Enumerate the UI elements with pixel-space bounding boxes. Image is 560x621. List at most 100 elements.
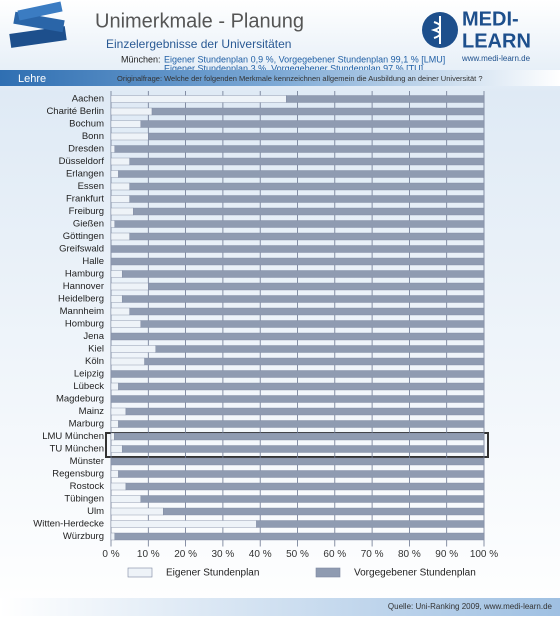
note-line: Eigener Stundenplan 3 %, Vorgegebener St…: [164, 63, 423, 73]
y-tick-label: Mainz: [79, 406, 105, 417]
legend-label: Eigener Stundenplan: [166, 568, 259, 579]
bar-segment: [110, 245, 485, 253]
bar-segment: [110, 95, 287, 103]
bar-segment: [110, 482, 127, 491]
bar-segment: [110, 232, 130, 241]
bar-segment: [256, 520, 485, 528]
bar-segment: [110, 145, 115, 153]
bar-segment: [140, 495, 485, 503]
bar-segment: [110, 395, 485, 403]
bar-segment: [110, 195, 130, 203]
x-tick-label: 80 %: [398, 549, 421, 560]
x-tick-label: 0 %: [102, 549, 119, 560]
note-line: Eigener Stundenplan 0,9 %, Vorgegebener …: [164, 54, 445, 64]
bar-segment: [110, 295, 123, 303]
y-tick-label: Halle: [82, 256, 104, 267]
bar-segment: [151, 107, 485, 116]
legend-swatch: [315, 567, 341, 578]
title: Unimerkmale - Planung: [95, 10, 304, 32]
bar-segment: [118, 170, 485, 178]
footer-band: [0, 598, 560, 616]
x-tick-label: 40 %: [249, 549, 272, 560]
bar-segment: [148, 132, 485, 141]
legend-label: Vorgegebener Stundenplan: [354, 568, 476, 579]
y-tick-label: Marburg: [69, 419, 104, 430]
y-tick-label: Erlangen: [66, 169, 104, 180]
bar-segment: [110, 207, 134, 216]
logo-text: MEDI-: [462, 8, 519, 30]
y-tick-label: Bonn: [82, 131, 104, 142]
y-tick-label: Greifswald: [59, 244, 104, 255]
x-tick-label: 100 %: [470, 549, 498, 560]
y-tick-label: Homburg: [65, 319, 104, 330]
y-tick-label: Frankfurt: [66, 194, 104, 205]
y-tick-label: Würzburg: [63, 531, 104, 542]
subtitle: Einzelergebnisse der Universitäten: [106, 37, 291, 51]
x-tick-label: 50 %: [286, 549, 309, 560]
bar-segment: [118, 470, 485, 478]
bar-segment: [110, 532, 115, 541]
y-tick-label: Witten-Herdecke: [33, 519, 104, 530]
bar-segment: [129, 195, 485, 203]
source: Quelle: Uni-Ranking 2009, www.medi-learn…: [388, 602, 553, 611]
y-tick-label: Magdeburg: [56, 394, 104, 405]
logo: MEDI- LEARN www.medi-learn.de: [422, 8, 531, 63]
bar-segment: [148, 282, 485, 291]
y-tick-label: Essen: [78, 181, 104, 192]
bar-segment: [110, 120, 142, 128]
y-tick-label: Ulm: [87, 506, 104, 517]
logo-text: LEARN: [462, 30, 531, 52]
note-label: München:: [121, 54, 161, 64]
bar-segment: [110, 432, 115, 441]
bar-segment: [110, 507, 164, 516]
bar-segment: [114, 432, 485, 441]
bar-segment: [110, 320, 142, 328]
bar-segment: [110, 520, 257, 528]
x-tick-label: 20 %: [174, 549, 197, 560]
y-tick-label: Heidelberg: [58, 294, 104, 305]
x-tick-label: 70 %: [361, 549, 384, 560]
bar-segment: [133, 207, 485, 216]
bar-segment: [110, 107, 153, 116]
bar-segment: [129, 182, 485, 191]
x-tick-label: 10 %: [137, 549, 160, 560]
bar-segment: [110, 382, 119, 391]
logo-url: www.medi-learn.de: [461, 54, 531, 63]
y-tick-label: Düsseldorf: [59, 156, 105, 167]
bar-segment: [140, 120, 485, 128]
bar-segment: [110, 132, 149, 141]
bar-segment: [129, 157, 485, 166]
bar-segment: [110, 457, 485, 466]
question: Originalfrage: Welche der folgenden Merk…: [117, 74, 483, 83]
bar-segment: [129, 232, 485, 241]
bar-segment: [110, 270, 123, 278]
bar-segment: [110, 445, 123, 453]
bar-segment: [110, 357, 145, 366]
bar-segment: [110, 257, 485, 266]
bar-segment: [121, 295, 485, 303]
bar-segment: [125, 407, 485, 416]
legend-swatch: [127, 567, 153, 578]
x-tick-label: 60 %: [323, 549, 346, 560]
y-tick-label: Mannheim: [60, 306, 104, 317]
bar-segment: [110, 307, 130, 316]
y-tick-label: Dresden: [68, 144, 104, 155]
bar-segment: [118, 420, 485, 428]
bar-segment: [110, 345, 156, 353]
x-tick-label: 90 %: [435, 549, 458, 560]
bar-segment: [110, 370, 485, 378]
books-icon: [9, 1, 67, 48]
y-tick-label: Charité Berlin: [46, 106, 104, 117]
x-tick-label: 30 %: [212, 549, 235, 560]
y-tick-label: Tübingen: [64, 494, 104, 505]
y-tick-label: LMU München: [42, 431, 104, 442]
bar-segment: [110, 470, 119, 478]
bar-segment: [110, 332, 485, 341]
bar-segment: [121, 445, 485, 453]
y-tick-label: Köln: [85, 356, 104, 367]
y-tick-label: Regensburg: [52, 469, 104, 480]
bar-segment: [110, 182, 130, 191]
bar-segment: [163, 507, 485, 516]
bar-segment: [110, 157, 130, 166]
